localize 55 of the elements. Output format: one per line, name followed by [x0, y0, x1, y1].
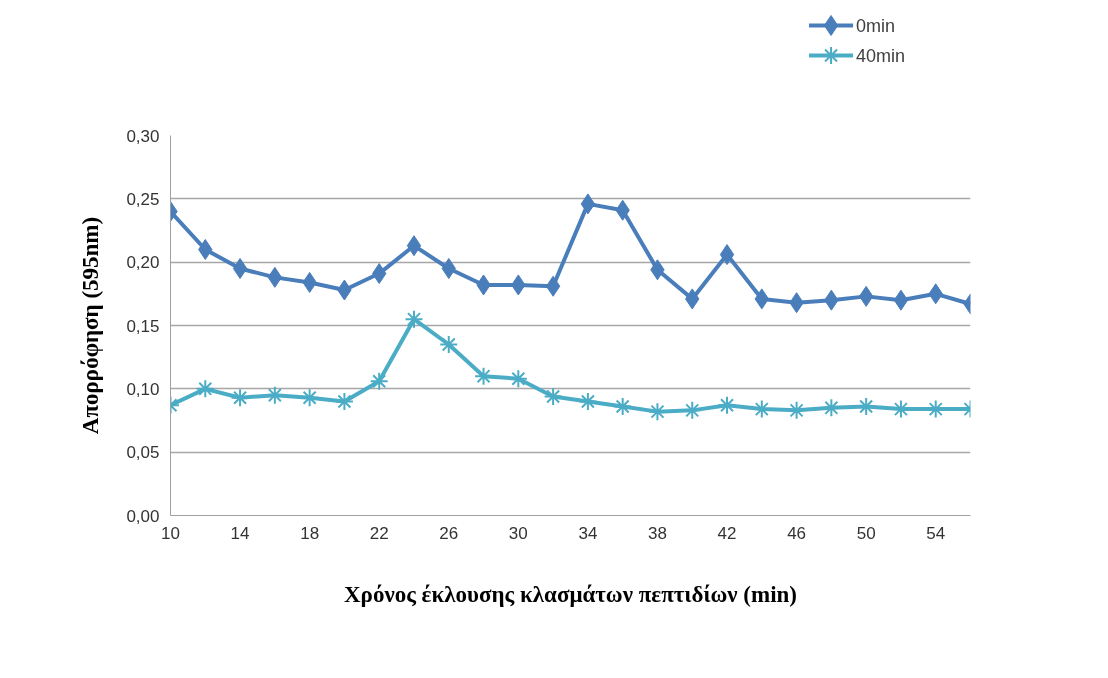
point — [441, 258, 456, 279]
point — [580, 193, 596, 215]
point — [719, 244, 735, 266]
x-tick-label: 14 — [230, 523, 250, 543]
y-tick-label: 0,30 — [126, 126, 160, 146]
x-tick-label: 30 — [508, 523, 528, 543]
point — [821, 398, 841, 418]
point — [369, 371, 389, 391]
y-axis-title: Απορρόφηση (595nm) — [78, 216, 104, 435]
x-tick-label: 50 — [856, 523, 876, 543]
point — [682, 400, 702, 420]
x-tick-label: 38 — [648, 523, 667, 543]
point — [230, 388, 250, 408]
x-tick-label: 34 — [578, 523, 598, 543]
point — [545, 275, 561, 297]
y-tick-label: 0,05 — [126, 443, 160, 463]
y-tick-label: 0,10 — [126, 379, 160, 399]
point — [267, 266, 283, 288]
x-axis-title: Χρόνος έκλουσης κλασμάτων πεπτιδίων (min) — [343, 581, 798, 607]
point — [474, 366, 494, 386]
point — [613, 397, 633, 417]
point — [647, 402, 667, 422]
point — [717, 395, 737, 415]
legend-label: 0min — [856, 15, 896, 36]
y-tick-label: 0,15 — [126, 316, 160, 336]
point — [232, 258, 248, 279]
x-tick-label: 22 — [369, 523, 389, 543]
x-tick-label: 26 — [439, 523, 459, 543]
point — [787, 400, 807, 420]
point — [404, 309, 424, 329]
x-tick-label: 18 — [300, 523, 320, 543]
point — [752, 399, 772, 419]
point — [265, 385, 285, 405]
point — [893, 289, 909, 311]
x-tick-label: 10 — [161, 523, 180, 543]
point — [300, 388, 320, 408]
point — [198, 239, 213, 260]
point — [508, 369, 528, 389]
x-tick-label: 42 — [717, 523, 737, 543]
point — [578, 392, 598, 411]
point — [858, 285, 874, 307]
y-tick-label: 0,00 — [126, 506, 160, 526]
point — [543, 386, 563, 406]
point — [439, 335, 459, 354]
point — [926, 399, 946, 419]
point — [856, 397, 876, 417]
point — [891, 399, 911, 419]
point — [195, 379, 215, 399]
y-tick-label: 0,25 — [126, 189, 160, 209]
point — [334, 392, 354, 411]
legend-label: 40min — [856, 45, 906, 66]
x-tick-label: 54 — [926, 523, 946, 543]
y-tick-label: 0,20 — [126, 253, 160, 273]
point — [406, 235, 422, 257]
x-tick-label: 46 — [787, 523, 807, 543]
